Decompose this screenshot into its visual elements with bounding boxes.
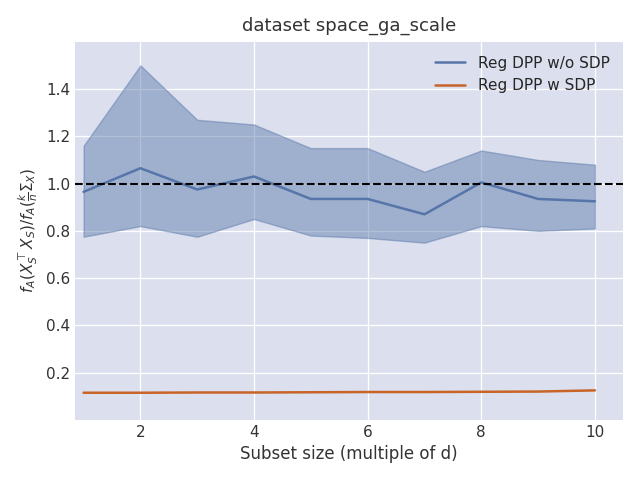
Reg DPP w SDP (420, 389, 428, 395)
Legend: Reg DPP w/o SDP, Reg DPP w SDP: Reg DPP w/o SDP, Reg DPP w SDP (429, 49, 616, 99)
Reg DPP w/o SDP (364, 196, 371, 202)
Reg DPP w SDP (80, 390, 88, 396)
Line: Reg DPP w SDP: Reg DPP w SDP (84, 390, 595, 393)
Reg DPP w SDP (364, 389, 371, 395)
X-axis label: Subset size (multiple of d): Subset size (multiple of d) (241, 445, 458, 463)
Reg DPP w/o SDP (477, 180, 485, 185)
Reg DPP w/o SDP (250, 174, 258, 180)
Reg DPP w/o SDP (193, 187, 201, 192)
Reg DPP w/o SDP (420, 211, 428, 217)
Reg DPP w SDP (250, 390, 258, 396)
Line: Reg DPP w/o SDP: Reg DPP w/o SDP (84, 168, 595, 214)
Reg DPP w SDP (534, 389, 542, 395)
Reg DPP w SDP (193, 390, 201, 396)
Reg DPP w/o SDP (307, 196, 315, 202)
Reg DPP w/o SDP (591, 198, 599, 204)
Reg DPP w SDP (477, 389, 485, 395)
Reg DPP w/o SDP (136, 165, 144, 171)
Reg DPP w SDP (307, 389, 315, 395)
Title: dataset space_ga_scale: dataset space_ga_scale (242, 17, 456, 35)
Reg DPP w/o SDP (80, 189, 88, 195)
Reg DPP w SDP (591, 387, 599, 393)
Reg DPP w SDP (136, 390, 144, 396)
Reg DPP w/o SDP (534, 196, 542, 202)
Y-axis label: $f_A(X_S^\top X_S)/f_A(\frac{k}{n}\Sigma_X)$: $f_A(X_S^\top X_S)/f_A(\frac{k}{n}\Sigma… (17, 168, 40, 293)
